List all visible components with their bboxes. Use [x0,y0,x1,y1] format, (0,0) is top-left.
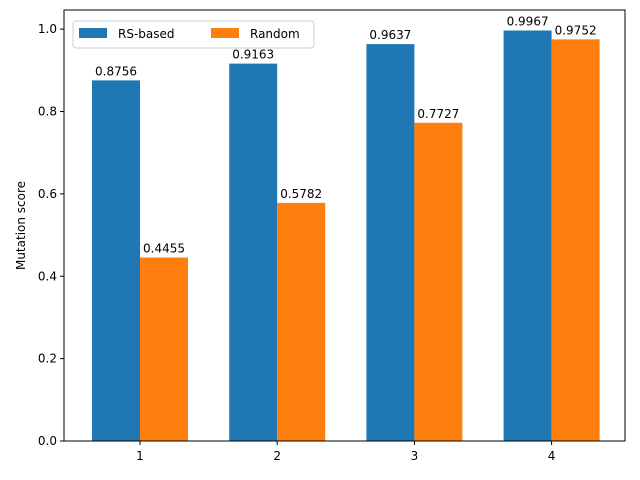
bar-rs-based-3 [366,44,415,441]
y-axis-title: Mutation score [14,181,28,270]
x-tick-label: 2 [273,449,281,463]
data-label: 0.7727 [417,107,459,121]
data-label: 0.5782 [280,187,322,201]
y-tick-label: 0.6 [38,187,57,201]
bar-rs-based-2 [229,63,278,441]
y-tick-label: 0.4 [38,269,57,283]
x-tick-label: 1 [136,449,144,463]
data-label: 0.9163 [232,48,274,62]
data-label: 0.4455 [143,242,185,256]
bar-random-1 [140,257,188,441]
legend-swatch [79,28,107,38]
legend-label: Random [250,27,300,41]
x-tick-label: 4 [548,449,556,463]
data-label: 0.9967 [507,15,549,29]
y-tick-label: 0.8 [38,105,57,119]
legend-swatch [211,28,239,38]
y-tick-label: 1.0 [38,22,57,36]
bar-random-4 [551,39,600,441]
bars-group [92,30,600,442]
x-tick-label: 3 [411,449,419,463]
data-label: 0.9752 [555,23,597,37]
bar-random-2 [277,202,326,441]
data-label: 0.9637 [369,28,411,42]
data-label: 0.8756 [95,64,137,78]
plot-frame [63,9,626,442]
bar-rs-based-1 [92,80,140,441]
y-tick-label: 0.0 [38,434,57,448]
legend: RS-based Random [72,20,315,49]
data-labels-group: 0.8756 0.9163 0.9637 0.9967 0.4455 0.5782 0.77… [95,15,597,256]
legend-box [72,20,315,49]
y-tick-label: 0.2 [38,352,57,366]
legend-label: RS-based [118,27,175,41]
x-axis: 1 2 3 4 [136,441,555,463]
bar-random-3 [414,122,463,442]
bar-rs-based-4 [503,30,552,442]
y-axis: 0.0 0.2 0.4 0.6 0.8 1.0 [38,22,64,448]
